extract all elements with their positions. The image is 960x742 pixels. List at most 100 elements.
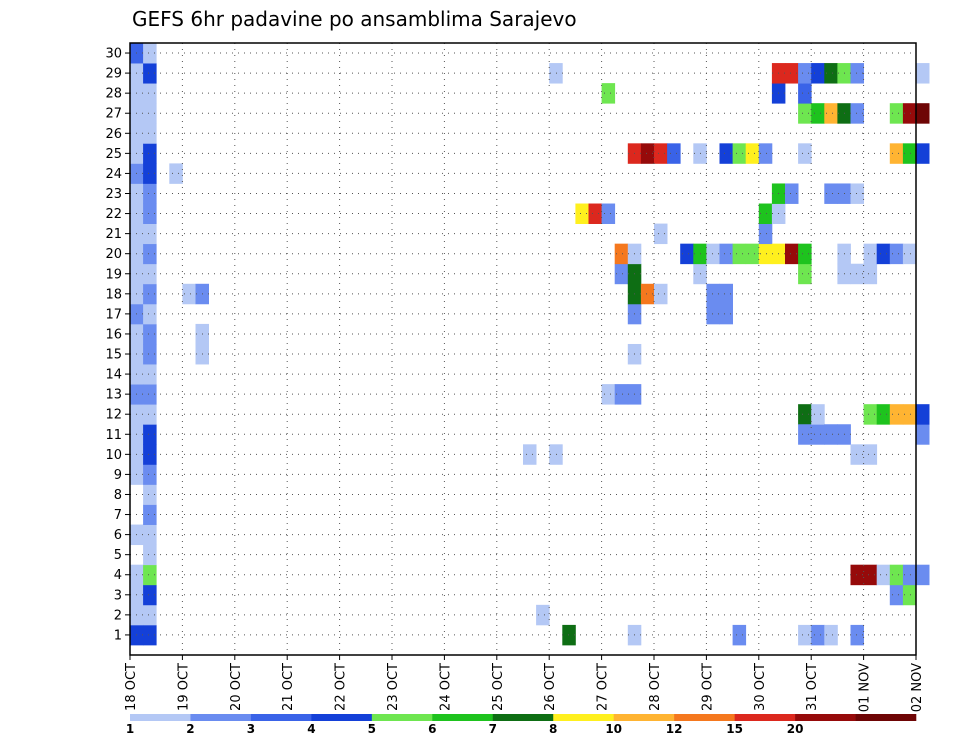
cell-day60-member25	[902, 143, 917, 164]
legend-swatch-1	[130, 714, 191, 721]
y-tick-label-17: 17	[105, 307, 122, 322]
x-tick-label-15: 02 NOV	[910, 663, 925, 712]
x-tick-label-5: 23 OCT	[386, 663, 401, 711]
cell-day52-member27	[798, 103, 812, 124]
y-tick-label-3: 3	[114, 588, 122, 603]
cell-day2-member17	[143, 303, 157, 325]
x-tick-label-6: 24 OCT	[438, 663, 453, 711]
legend-swatch-3	[250, 714, 312, 721]
legend-swatch-4	[311, 714, 373, 721]
cell-day2-member21	[143, 223, 157, 245]
cell-day60-member20	[902, 243, 917, 265]
cell-day32-member2	[536, 604, 550, 626]
cell-day2-member9	[143, 464, 157, 485]
legend-label-7: 7	[489, 722, 497, 736]
y-tick-label-9: 9	[114, 468, 122, 483]
cell-day2-member1	[143, 624, 157, 646]
cell-day56-member1	[850, 624, 864, 646]
cell-day2-member23	[143, 183, 157, 204]
cell-day54-member23	[824, 183, 838, 204]
cell-day53-member27	[811, 103, 825, 124]
cell-day2-member6	[143, 524, 157, 546]
cell-day60-member3	[902, 584, 917, 606]
y-tick-label-15: 15	[105, 348, 122, 363]
x-tick-label-7: 25 OCT	[491, 663, 506, 711]
cell-day2-member30	[143, 43, 157, 64]
cell-day59-member4	[889, 564, 904, 586]
cell-day56-member23	[850, 183, 864, 204]
y-tick-label-20: 20	[105, 247, 122, 262]
x-axis: 18 OCT 19 OCT 20 OCT 21 OCT 22 OCT 23 OCT 24 O…	[124, 655, 925, 712]
y-tick-label-5: 5	[114, 548, 122, 563]
legend-swatch-7	[492, 714, 554, 721]
legend-label-8: 8	[549, 722, 557, 736]
y-tick-label-12: 12	[105, 408, 122, 423]
cell-day40-member25	[640, 143, 655, 164]
cell-day2-member26	[143, 123, 157, 144]
y-tick-label-4: 4	[114, 568, 122, 583]
y-tick-label-11: 11	[105, 428, 122, 443]
cell-day61-member25	[916, 143, 930, 164]
cell-day37-member28	[601, 83, 616, 104]
x-tick-label-8: 26 OCT	[543, 663, 558, 711]
legend-swatch-13	[855, 714, 917, 721]
cell-day59-member20	[889, 243, 904, 265]
cell-day5-member18	[182, 283, 196, 305]
cell-day2-member16	[143, 323, 157, 345]
cell-day60-member4	[902, 564, 917, 586]
cell-day56-member19	[850, 263, 864, 285]
cell-day52-member11	[798, 424, 812, 445]
cell-day51-member20	[785, 243, 799, 265]
y-tick-label-1: 1	[114, 628, 122, 643]
cell-day2-member7	[143, 504, 157, 525]
cell-day51-member29	[785, 63, 799, 84]
cell-day60-member12	[902, 404, 917, 425]
y-tick-label-23: 23	[105, 187, 122, 202]
cell-day2-member18	[143, 283, 157, 305]
cell-day2-member10	[143, 444, 157, 465]
cell-day2-member20	[143, 243, 157, 265]
legend-swatch-9	[613, 714, 675, 721]
cell-day47-member20	[732, 243, 747, 265]
legend-label-10: 10	[605, 722, 622, 736]
cell-day54-member29	[824, 63, 838, 84]
y-tick-label-28: 28	[105, 87, 122, 102]
cell-day61-member4	[916, 564, 930, 586]
legend-swatch-5	[371, 714, 433, 721]
legend-label-1: 1	[126, 722, 134, 736]
cell-day48-member20	[745, 243, 760, 265]
cell-day41-member18	[654, 283, 668, 305]
legend-swatch-6	[432, 714, 494, 721]
y-tick-label-24: 24	[105, 167, 122, 182]
cell-day2-member27	[143, 103, 157, 124]
y-tick-label-18: 18	[105, 287, 122, 302]
legend-label-6: 6	[428, 722, 436, 736]
cell-day58-member4	[876, 564, 891, 586]
cell-day53-member11	[811, 424, 825, 445]
legend-label-20: 20	[787, 722, 804, 736]
cell-day54-member27	[824, 103, 838, 124]
cell-day61-member27	[916, 103, 930, 124]
cell-day61-member11	[916, 424, 930, 445]
cell-day49-member20	[758, 243, 773, 265]
cell-day35-member22	[575, 203, 589, 224]
legend-swatch-11	[734, 714, 796, 721]
cell-day43-member20	[680, 243, 694, 265]
cell-day45-member17	[706, 303, 720, 325]
y-axis: 1234567891011121314151617181920212223242…	[105, 47, 130, 643]
cell-day53-member1	[811, 624, 825, 646]
x-tick-label-0: 18 OCT	[124, 663, 139, 711]
legend-swatch-10	[674, 714, 735, 721]
legend-label-4: 4	[307, 722, 315, 736]
grid-layer	[130, 43, 916, 655]
cell-day2-member25	[143, 143, 157, 164]
cell-day2-member14	[143, 364, 157, 385]
x-tick-label-1: 19 OCT	[176, 663, 191, 711]
color-legend: 1 2 3 4 5 6 7 8 10 12 15 20	[126, 714, 917, 736]
cell-day56-member4	[850, 564, 864, 586]
y-tick-label-13: 13	[105, 388, 122, 403]
cell-day2-member2	[143, 604, 157, 626]
y-tick-label-2: 2	[114, 608, 122, 623]
cell-day2-member12	[143, 404, 157, 425]
